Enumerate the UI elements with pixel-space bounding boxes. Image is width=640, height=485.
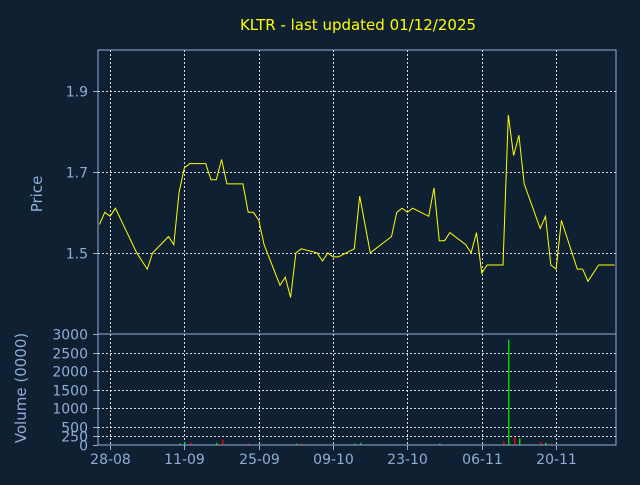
- volume-bar: [216, 442, 218, 445]
- date-x-axis: 28-08 11-09 25-09 09-10 23-10 06-11 20-11: [90, 445, 577, 468]
- volume-y-tick-label: 2500: [52, 347, 88, 363]
- chart-title: KLTR - last updated 01/12/2025: [240, 16, 476, 34]
- volume-bar: [222, 439, 224, 445]
- volume-y-tick-label: 1000: [52, 402, 88, 418]
- volume-bar: [301, 443, 303, 445]
- volume-y-tick-label: 2000: [52, 365, 88, 381]
- volume-bar: [514, 436, 516, 445]
- volume-grid: [98, 334, 616, 445]
- volume-bar: [508, 339, 510, 445]
- volume-bar: [296, 443, 298, 445]
- volume-y-tick-label: 3000: [52, 328, 88, 344]
- volume-bar: [545, 442, 547, 445]
- price-y-axis: 1.5 1.7 1.9: [66, 85, 98, 263]
- volume-y-tick-label: 500: [61, 421, 88, 437]
- volume-bar: [179, 443, 181, 445]
- volume-bar: [503, 441, 505, 445]
- price-grid: [98, 50, 616, 334]
- volume-plot-frame: [97, 333, 617, 446]
- price-y-tick-label: 1.7: [66, 166, 88, 182]
- volume-y-axis-label: Volume (0000): [12, 333, 30, 443]
- volume-y-tick-label: 1500: [52, 384, 88, 400]
- volume-bar: [540, 442, 542, 445]
- price-series-line: [99, 114, 615, 298]
- price-y-tick-label: 1.5: [66, 247, 88, 263]
- x-tick-label: 11-09: [164, 452, 205, 468]
- volume-bar: [439, 443, 441, 445]
- volume-y-tick-label: 250: [61, 430, 88, 446]
- x-tick-label: 28-08: [90, 452, 131, 468]
- volume-bar: [354, 443, 356, 445]
- volume-bars: [179, 339, 553, 445]
- x-tick-label: 06-11: [462, 452, 503, 468]
- x-tick-label: 09-10: [313, 452, 354, 468]
- volume-bar: [551, 443, 553, 445]
- volume-bar: [190, 442, 192, 445]
- volume-y-tick-label: 0: [79, 439, 88, 455]
- volume-bar: [519, 438, 521, 445]
- x-tick-label: 25-09: [239, 452, 280, 468]
- price-y-tick-label: 1.9: [66, 85, 88, 101]
- volume-bar: [184, 442, 186, 445]
- price-y-axis-label: Price: [28, 176, 46, 213]
- x-tick-label: 20-11: [536, 452, 577, 468]
- volume-bar: [248, 443, 250, 445]
- x-tick-label: 23-10: [387, 452, 428, 468]
- volume-bar: [360, 442, 362, 445]
